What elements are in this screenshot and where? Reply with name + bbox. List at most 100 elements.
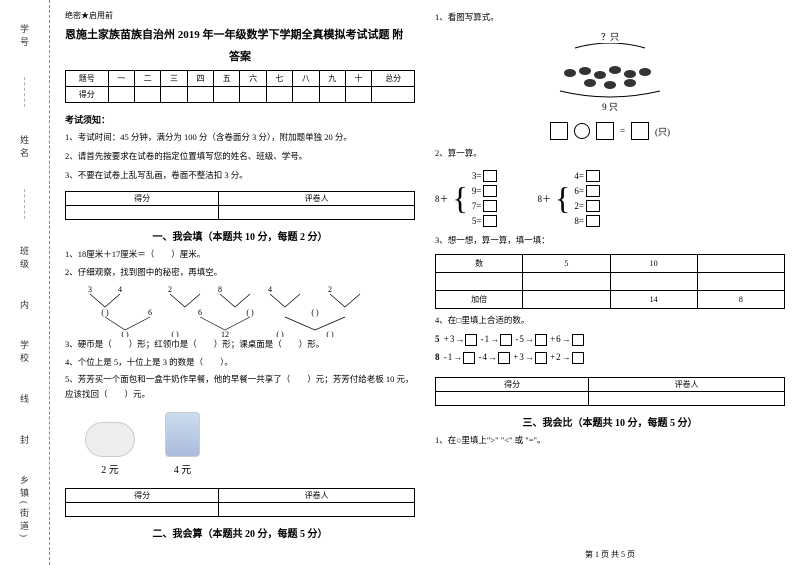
- bread-icon: [85, 422, 135, 457]
- question-1-1: 1、18厘米＋17厘米＝（ ）厘米。: [65, 247, 415, 261]
- gutter-hint: 内: [18, 300, 31, 313]
- notice-heading: 考试须知：: [65, 113, 415, 126]
- question-1-5: 5、芳芳买一个面包和一盒牛奶作早餐，他的早餐一共享了（ ）元；芳芳付给老板 10…: [65, 372, 415, 401]
- section-1-heading: 一、我会填（本题共 10 分，每题 2 分）: [65, 228, 415, 243]
- chain-1: 5 +3→ -1→ -5→ +6→: [435, 334, 785, 346]
- right-column: 1、看图写算式。 ？只 9 只 = (只): [435, 10, 785, 560]
- chain-2: 8 -1→ -4→ +3→ +2→: [435, 352, 785, 364]
- calc-set-left: 8＋ { 3= 9= 7= 5=: [435, 170, 497, 227]
- section-2-heading: 二、我会算（本题共 20 分，每题 5 分）: [65, 525, 415, 540]
- question-1-2: 2、仔细观察，找到图中的秘密，再填空。: [65, 265, 415, 279]
- answer-box[interactable]: [631, 122, 649, 140]
- svg-text:( ): ( ): [101, 308, 109, 317]
- question-2-1: 1、看图写算式。: [435, 10, 785, 24]
- score-table: 题号 一 二 三 四 五 六 七 八 九 十 总分 得分: [65, 70, 415, 103]
- notice-item: 1、考试时间：45 分钟，满分为 100 分（含卷面分 3 分），附加题单独 2…: [65, 130, 415, 145]
- bread-item: 2 元: [85, 422, 135, 476]
- svg-text:6: 6: [148, 308, 152, 317]
- answer-box[interactable]: [498, 352, 510, 364]
- answer-box[interactable]: [483, 215, 497, 227]
- gutter-label: 班级: [18, 246, 31, 272]
- brace-icon: {: [453, 189, 468, 208]
- table-row: 题号 一 二 三 四 五 六 七 八 九 十 总分: [66, 70, 415, 86]
- svg-text:3: 3: [88, 285, 92, 294]
- gutter-line: [24, 189, 25, 219]
- section-3-heading: 三、我会比（本题共 10 分，每题 5 分）: [435, 414, 785, 429]
- answer-box[interactable]: [572, 334, 584, 346]
- answer-box[interactable]: [586, 215, 600, 227]
- table-row: 加倍148: [436, 291, 785, 309]
- milk-price: 4 元: [165, 461, 200, 476]
- page-content: 绝密★启用前 恩施土家族苗族自治州 2019 年一年级数学下学期全真模拟考试试题…: [50, 0, 800, 565]
- question-2-2: 2、算一算。: [435, 146, 785, 160]
- binding-gutter: 学号 姓名 班级 内 学校 线 封 乡镇(街道): [0, 0, 50, 565]
- birds-figure: ？只 9 只: [435, 30, 785, 113]
- mini-score-table: 得分评卷人: [435, 377, 785, 406]
- question-1-3: 3、硬币是（ ）形；红领巾是（ ）形；课桌面是（ ）形。: [65, 337, 415, 351]
- answer-box[interactable]: [572, 352, 584, 364]
- question-2-3: 3、想一想，算一算，填一填：: [435, 233, 785, 247]
- svg-text:8: 8: [218, 285, 222, 294]
- product-row: 2 元 4 元: [65, 412, 415, 476]
- left-column: 绝密★启用前 恩施土家族苗族自治州 2019 年一年级数学下学期全真模拟考试试题…: [65, 10, 415, 560]
- calc-group: 8＋ { 3= 9= 7= 5= 8＋ { 4= 6= 2= 8=: [435, 170, 785, 227]
- table-row: 数510: [436, 255, 785, 273]
- exam-subtitle: 答案: [65, 48, 415, 64]
- answer-box[interactable]: [483, 200, 497, 212]
- svg-text:6: 6: [198, 308, 202, 317]
- svg-text:( ): ( ): [171, 330, 179, 337]
- answer-box[interactable]: [550, 122, 568, 140]
- gutter-line: [24, 77, 25, 107]
- question-1-4: 4、个位上是 5，十位上是 3 的数是（ ）。: [65, 355, 415, 369]
- svg-text:12: 12: [221, 330, 229, 337]
- gutter-label: 学校: [18, 340, 31, 366]
- svg-text:( ): ( ): [326, 330, 334, 337]
- svg-text:2: 2: [328, 285, 332, 294]
- answer-box[interactable]: [596, 122, 614, 140]
- answer-box[interactable]: [586, 200, 600, 212]
- number-grid: 数510 加倍148: [435, 254, 785, 309]
- svg-text:( ): ( ): [311, 308, 319, 317]
- answer-box[interactable]: [483, 185, 497, 197]
- page-footer: 第 1 页 共 5 页: [435, 543, 785, 560]
- birds-known: 9 只: [435, 100, 785, 113]
- table-row: [436, 273, 785, 291]
- answer-box[interactable]: [586, 185, 600, 197]
- question-2-4: 4、在□里填上合适的数。: [435, 313, 785, 327]
- calc-set-right: 8＋ { 4= 6= 2= 8=: [537, 170, 599, 227]
- question-3-1: 1、在○里填上">" "<" 或 "="。: [435, 433, 785, 447]
- gutter-label: 学号: [18, 24, 31, 50]
- mini-score-table: 得分评卷人: [65, 191, 415, 220]
- brace-icon: {: [555, 189, 570, 208]
- answer-box[interactable]: [500, 334, 512, 346]
- gutter-label: 姓名: [18, 135, 31, 161]
- secret-label: 绝密★启用前: [65, 10, 415, 21]
- equation-line: = (只): [435, 122, 785, 140]
- svg-text:( ): ( ): [246, 308, 254, 317]
- exam-title: 恩施土家族苗族自治州 2019 年一年级数学下学期全真模拟考试试题 附: [65, 27, 415, 44]
- answer-box[interactable]: [586, 170, 600, 182]
- birds-icon: [540, 43, 680, 98]
- gutter-label: 乡镇(街道): [18, 475, 31, 541]
- milk-item: 4 元: [165, 412, 200, 476]
- notice-item: 2、请首先按要求在试卷的指定位置填写您的姓名、班级、学号。: [65, 149, 415, 164]
- milk-icon: [165, 412, 200, 457]
- notice-item: 3、不要在试卷上乱写乱画，卷面不整洁扣 3 分。: [65, 168, 415, 183]
- svg-text:2: 2: [168, 285, 172, 294]
- answer-box[interactable]: [463, 352, 475, 364]
- mini-score-table: 得分评卷人: [65, 488, 415, 517]
- answer-box[interactable]: [535, 334, 547, 346]
- operator-circle[interactable]: [574, 123, 590, 139]
- svg-text:( ): ( ): [276, 330, 284, 337]
- svg-text:4: 4: [118, 285, 122, 294]
- answer-box[interactable]: [535, 352, 547, 364]
- unit-label: (只): [655, 125, 670, 138]
- birds-unknown: ？只: [435, 30, 785, 43]
- svg-text:4: 4: [268, 285, 272, 294]
- answer-box[interactable]: [483, 170, 497, 182]
- bread-price: 2 元: [85, 461, 135, 476]
- table-row: 得分: [66, 86, 415, 102]
- answer-box[interactable]: [465, 334, 477, 346]
- gutter-hint: 线: [18, 394, 31, 407]
- gutter-hint: 封: [18, 435, 31, 448]
